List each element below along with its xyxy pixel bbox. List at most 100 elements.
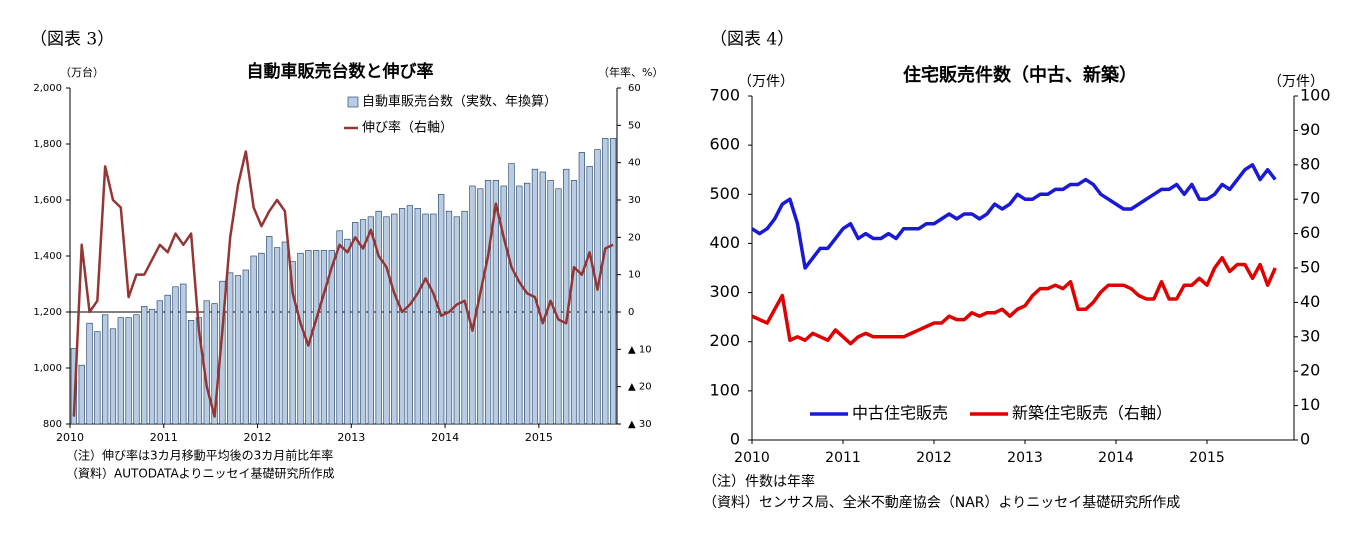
- bar: [313, 250, 320, 425]
- chart-title: 自動車販売台数と伸び率: [247, 61, 434, 82]
- y2-tick-label: 40: [1300, 292, 1320, 311]
- y2-tick-label: 60: [628, 83, 641, 94]
- bar: [586, 166, 593, 425]
- bar: [273, 247, 281, 425]
- y2-tick-label: 30: [628, 195, 641, 206]
- bar: [78, 364, 85, 425]
- x-tick-label: 2010: [734, 450, 770, 466]
- bar: [383, 216, 390, 425]
- bar: [258, 252, 265, 425]
- bar: [422, 213, 429, 425]
- x-tick-label: 2015: [525, 431, 553, 444]
- bar: [398, 208, 406, 425]
- y-tick-label: 500: [709, 184, 740, 203]
- bar: [391, 213, 398, 425]
- y2-tick-label: 10: [628, 270, 641, 281]
- bar: [250, 255, 257, 425]
- bar: [117, 317, 124, 425]
- x-tick-label: 2012: [916, 450, 952, 466]
- bar: [109, 328, 117, 425]
- y2-axis-unit: （万件）: [1268, 74, 1324, 90]
- y-tick-label: 800: [43, 419, 62, 430]
- y-tick-label: 700: [709, 86, 740, 105]
- bar: [281, 241, 289, 425]
- bar: [539, 171, 546, 425]
- y-axis-unit: （万台）: [60, 65, 104, 79]
- bar: [141, 306, 148, 425]
- y2-tick-label: ▲ 10: [628, 344, 652, 355]
- bar: [359, 219, 367, 425]
- series-line: [751, 255, 1277, 346]
- x-tick-label: 2013: [337, 431, 365, 444]
- y2-tick-label: 30: [1300, 326, 1320, 345]
- y2-axis-unit: （年率、%）: [598, 65, 663, 79]
- y-tick-label: 400: [709, 233, 740, 252]
- note: （資料）センサス局、全米不動産協会（NAR）よりニッセイ基礎研究所作成: [703, 494, 1180, 511]
- bar: [445, 210, 453, 425]
- bar: [469, 185, 476, 425]
- bar: [578, 152, 585, 425]
- bar: [406, 205, 414, 425]
- bar: [156, 300, 163, 425]
- bar: [86, 322, 93, 425]
- bar: [367, 216, 374, 425]
- y2-tick-label: 40: [628, 158, 641, 169]
- y2-tick-label: 10: [1300, 395, 1320, 414]
- bar: [570, 180, 578, 425]
- bar: [297, 252, 304, 425]
- bar: [94, 331, 101, 425]
- bar: [234, 275, 242, 425]
- y-tick-label: 0: [730, 430, 740, 449]
- bar: [133, 314, 140, 425]
- x-tick-label: 2011: [150, 431, 178, 444]
- bar: [148, 308, 156, 425]
- x-tick-label: 2011: [825, 450, 861, 466]
- bar: [430, 213, 437, 425]
- bar: [227, 272, 234, 425]
- y-axis-unit: （万件）: [738, 74, 794, 90]
- bar: [555, 188, 562, 425]
- y2-tick-label: ▲ 30: [628, 419, 652, 430]
- bar: [508, 163, 515, 425]
- series-line: [751, 163, 1277, 270]
- y-tick-label: 1,000: [33, 363, 62, 374]
- bar: [563, 168, 570, 425]
- y2-tick-label: 60: [1300, 223, 1320, 242]
- y-tick-label: 1,800: [33, 139, 62, 150]
- y-tick-label: 1,600: [33, 195, 62, 206]
- bar: [461, 210, 468, 425]
- y2-tick-label: 80: [1300, 154, 1320, 173]
- figure-label: （図表 3）: [30, 30, 114, 50]
- x-tick-label: 2014: [431, 431, 459, 444]
- bar: [242, 269, 249, 425]
- note: （注）件数は年率: [703, 473, 815, 490]
- bar: [609, 138, 617, 425]
- bar: [266, 236, 273, 425]
- y-tick-label: 2,000: [33, 83, 62, 94]
- bar: [492, 180, 499, 425]
- bar: [102, 314, 109, 425]
- bar: [172, 286, 179, 425]
- bar: [211, 303, 218, 425]
- legend-label: 中古住宅販売: [852, 404, 948, 423]
- chart-title: 住宅販売件数（中古、新築）: [903, 64, 1137, 86]
- y2-tick-label: 0: [1300, 430, 1310, 449]
- bar: [328, 250, 335, 425]
- legend-swatch: [347, 96, 359, 108]
- y2-tick-label: 100: [1300, 86, 1331, 105]
- bar: [70, 348, 78, 425]
- series-line: [72, 150, 614, 418]
- x-tick-label: 2014: [1098, 450, 1134, 466]
- y2-tick-label: 0: [628, 307, 634, 318]
- x-tick-label: 2012: [244, 431, 272, 444]
- bar: [352, 222, 359, 425]
- bar: [289, 261, 296, 425]
- bar: [203, 300, 210, 425]
- legend-label: 自動車販売台数（実数、年換算）: [362, 94, 557, 110]
- y-tick-label: 1,400: [33, 251, 62, 262]
- x-tick-label: 2010: [56, 431, 84, 444]
- y2-tick-label: 90: [1300, 120, 1320, 139]
- bar: [500, 185, 507, 425]
- figure-label: （図表 4）: [710, 30, 794, 50]
- x-tick-label: 2015: [1189, 450, 1225, 466]
